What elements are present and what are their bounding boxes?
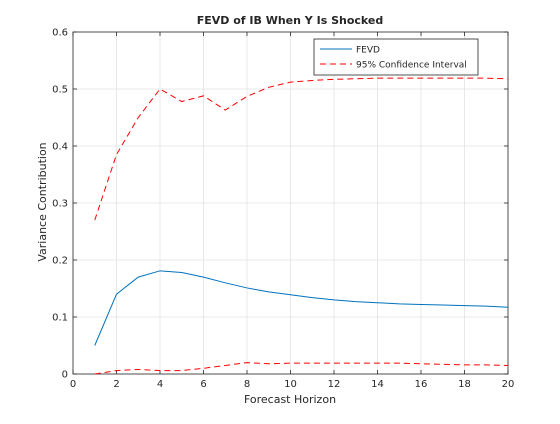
x-tick-label: 4 bbox=[157, 379, 163, 390]
y-tick-label: 0.2 bbox=[52, 256, 68, 267]
chart-title: FEVD of IB When Y Is Shocked bbox=[197, 14, 384, 27]
y-tick-label: 0.4 bbox=[52, 142, 68, 153]
y-tick-label: 0.5 bbox=[52, 85, 68, 96]
x-tick-label: 16 bbox=[415, 379, 428, 390]
lower-confidence-line bbox=[94, 362, 509, 375]
x-tick-label: 18 bbox=[458, 379, 471, 390]
y-axis-label: Variance Contribution bbox=[36, 142, 49, 261]
x-axis-label: Forecast Horizon bbox=[244, 393, 336, 406]
x-tick-label: 2 bbox=[113, 379, 119, 390]
y-tick-label: 0.1 bbox=[52, 313, 68, 324]
x-tick-label: 10 bbox=[284, 379, 297, 390]
y-tick-label: 0.3 bbox=[52, 199, 68, 210]
series bbox=[94, 77, 509, 375]
x-tick-label: 8 bbox=[244, 379, 250, 390]
legend-label: 95% Confidence Interval bbox=[356, 61, 467, 71]
legend: FEVD 95% Confidence Interval bbox=[313, 38, 479, 76]
x-tick-label: 14 bbox=[371, 379, 384, 390]
legend-box bbox=[313, 38, 479, 76]
y-tick-label: 0.6 bbox=[52, 28, 68, 39]
x-tick-label: 20 bbox=[502, 379, 515, 390]
x-tick-label: 6 bbox=[200, 379, 206, 390]
legend-label: FEVD bbox=[356, 46, 380, 56]
y-tick-label: 0 bbox=[62, 370, 68, 381]
upper-confidence-line bbox=[94, 77, 509, 221]
ticks: 0 2 4 6 8 10 12 14 16 18 20 0 0.1 0.2 0.3 0.4 0.5 0.6 bbox=[52, 28, 514, 391]
x-tick-label: 12 bbox=[328, 379, 341, 390]
grid bbox=[72, 31, 509, 375]
x-tick-label: 0 bbox=[70, 379, 76, 390]
fevd-line bbox=[94, 270, 509, 346]
